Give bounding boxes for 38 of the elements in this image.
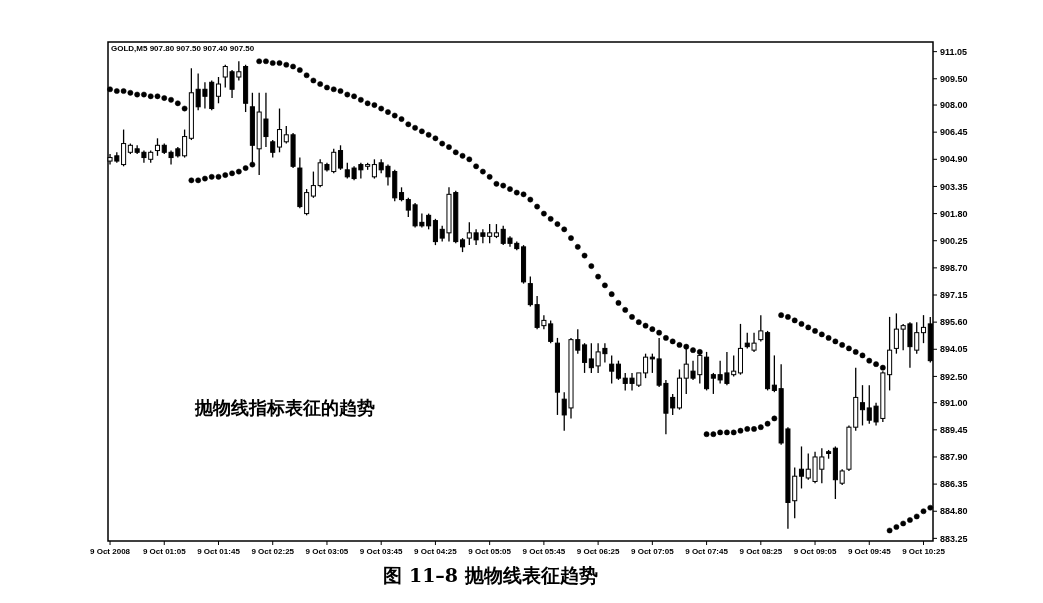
x-tick-label: 9 Oct 09:45 [847, 547, 892, 556]
x-tick-label: 9 Oct 05:05 [468, 547, 512, 556]
y-tick-label: 887.90 [940, 452, 968, 463]
y-tick-label: 891.00 [940, 397, 968, 408]
y-tick-label: 898.70 [940, 263, 968, 274]
y-tick-label: 895.60 [940, 317, 968, 328]
y-tick-label: 906.45 [940, 127, 968, 138]
x-tick-label: 9 Oct 07:45 [685, 547, 729, 556]
x-tick-label: 9 Oct 10:25 [902, 547, 946, 556]
x-tick-label: 9 Oct 09:05 [793, 547, 837, 556]
y-tick-label: 911.05 [940, 46, 968, 57]
y-tick-label: 886.35 [940, 479, 968, 490]
y-tick-label: 908.00 [940, 100, 968, 111]
annotation: 抛物线指标表征的趋势 [194, 397, 375, 418]
x-tick-label: 9 Oct 07:05 [631, 547, 675, 556]
x-tick-label: 9 Oct 01:45 [197, 547, 241, 556]
x-tick-label: 9 Oct 03:05 [305, 547, 349, 556]
y-tick-label: 892.50 [940, 371, 968, 382]
x-tick-label: 9 Oct 02:25 [251, 547, 295, 556]
y-tick-label: 904.90 [940, 154, 968, 165]
x-tick-label: 9 Oct 04:25 [414, 547, 458, 556]
y-tick-label: 901.80 [940, 208, 968, 219]
y-tick-label: 883.25 [940, 533, 968, 544]
y-tick-label: 894.05 [940, 344, 968, 355]
text: 图 11–8 抛物线表征趋势 [383, 564, 598, 586]
y-tick-label: 897.15 [940, 290, 968, 301]
y-tick-label: 889.45 [940, 424, 968, 435]
y-tick-label: 909.50 [940, 73, 968, 84]
x-tick-label: 9 Oct 01:05 [142, 547, 187, 556]
annotation: GOLD,M5 907.80 907.50 907.40 907.50 [111, 44, 255, 53]
x-tick-label: 9 Oct 08:25 [739, 547, 783, 556]
y-tick-label: 900.25 [940, 235, 968, 246]
x-tick-label: 9 Oct 06:25 [576, 547, 621, 556]
y-tick-label: 884.80 [940, 506, 968, 517]
x-tick-label: 9 Oct 2008 [90, 547, 131, 556]
x-tick-label: 9 Oct 05:45 [522, 547, 566, 556]
y-tick-label: 903.35 [940, 181, 968, 192]
x-tick-label: 9 Oct 03:45 [359, 547, 404, 556]
